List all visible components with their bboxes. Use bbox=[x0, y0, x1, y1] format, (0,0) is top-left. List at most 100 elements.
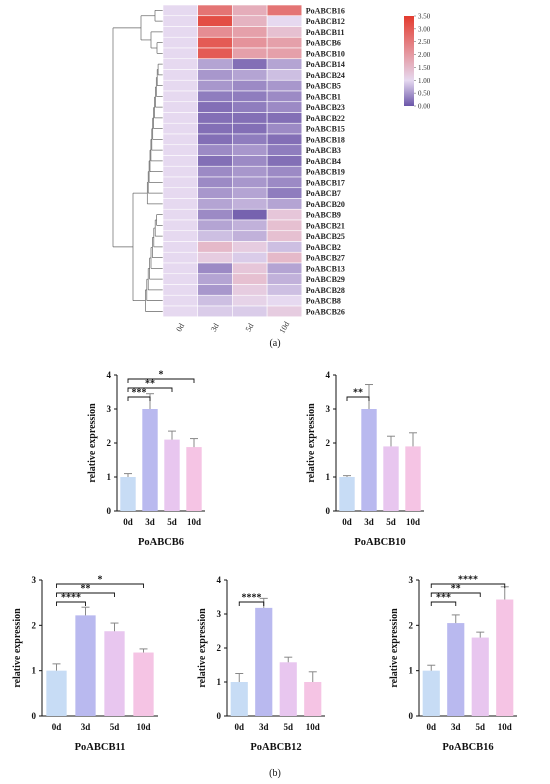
heatmap-cell bbox=[266, 26, 303, 38]
heatmap-cell bbox=[232, 144, 268, 156]
heatmap-cell bbox=[162, 58, 199, 70]
significance-bracket bbox=[56, 583, 144, 588]
heatmap-cell bbox=[232, 262, 268, 275]
heatmap-cell bbox=[162, 176, 199, 189]
x-tick-label: 5d bbox=[475, 722, 485, 732]
colorbar-tick-label: 1.50 bbox=[418, 64, 431, 72]
heatmap-row-label: PoABCB13 bbox=[306, 264, 345, 273]
heatmap-cell bbox=[162, 273, 199, 285]
x-tick-label: 3d bbox=[145, 517, 155, 527]
heatmap-cell bbox=[232, 187, 268, 199]
heatmap-row-label: PoABCB3 bbox=[306, 146, 341, 155]
bar bbox=[164, 439, 180, 511]
bar bbox=[255, 607, 273, 716]
heatmap-cell bbox=[266, 305, 303, 318]
heatmap-cell bbox=[197, 219, 233, 232]
heatmap-cell bbox=[232, 90, 268, 103]
heatmap-row-label: PoABCB2 bbox=[306, 243, 341, 252]
heatmap-row-label: PoABCB7 bbox=[306, 189, 341, 198]
heatmap-cell bbox=[266, 176, 303, 189]
heatmap-cell bbox=[197, 251, 233, 264]
heatmap-cell bbox=[232, 36, 268, 49]
heatmap-cell bbox=[266, 58, 303, 70]
colorbar-tick-label: 3.00 bbox=[418, 25, 431, 33]
heatmap-row-label: PoABCB11 bbox=[306, 28, 345, 37]
heatmap-row-label: PoABCB22 bbox=[306, 114, 345, 123]
x-tick-label: 0d bbox=[123, 517, 133, 527]
heatmap-cell bbox=[232, 26, 268, 38]
heatmap-row-label: PoABCB26 bbox=[306, 307, 345, 316]
heatmap-cell bbox=[232, 122, 268, 135]
y-tick-label: 1 bbox=[217, 677, 222, 687]
significance-label: ** bbox=[353, 388, 363, 399]
heatmap-cell bbox=[162, 36, 199, 49]
bar bbox=[230, 682, 248, 716]
heatmap-cell bbox=[162, 262, 199, 275]
y-axis-label: relative expression bbox=[389, 608, 400, 688]
heatmap-row-label: PoABCB6 bbox=[306, 39, 341, 48]
heatmap-cell bbox=[197, 187, 233, 199]
x-tick-label: 10d bbox=[406, 517, 420, 527]
heatmap-cell bbox=[232, 176, 268, 189]
significance-bracket bbox=[430, 583, 506, 588]
heatmap-cell bbox=[197, 198, 233, 210]
heatmap-cell bbox=[162, 133, 199, 146]
chart-title: PoABCB6 bbox=[138, 537, 184, 548]
heatmap-cell bbox=[232, 58, 268, 70]
y-tick-label: 4 bbox=[217, 575, 222, 585]
heatmap-cell bbox=[266, 273, 303, 285]
heatmap-colorbar: 3.50 3.00 2.50 2.00 1.50 1.00 0.50 0.00 bbox=[404, 13, 431, 111]
heatmap-cell bbox=[197, 101, 233, 113]
x-tick-label: 5d bbox=[110, 722, 120, 732]
y-tick-label: 0 bbox=[107, 506, 112, 516]
heatmap-cell bbox=[197, 90, 233, 103]
y-axis-label: relative expression bbox=[12, 608, 23, 688]
significance-label: *** bbox=[436, 593, 451, 604]
heatmap-cell bbox=[197, 284, 233, 296]
heatmap-row-label: PoABCB9 bbox=[306, 211, 341, 220]
x-tick-label: 0d bbox=[426, 722, 436, 732]
y-tick-label: 1 bbox=[32, 666, 37, 676]
significance-label: ** bbox=[145, 379, 155, 390]
y-tick-label: 1 bbox=[326, 472, 331, 482]
significance-label: **** bbox=[242, 593, 262, 604]
significance-label: * bbox=[98, 575, 103, 586]
heatmap-cell bbox=[197, 305, 233, 318]
heatmap-column-label: 3d bbox=[209, 322, 221, 333]
y-tick-label: 3 bbox=[326, 404, 331, 414]
colorbar-gradient bbox=[404, 16, 414, 106]
bar bbox=[304, 682, 322, 716]
heatmap-cell bbox=[266, 144, 303, 156]
heatmap-row-label: PoABCB17 bbox=[306, 178, 345, 187]
heatmap-cell bbox=[232, 4, 268, 17]
significance-label: **** bbox=[458, 575, 478, 586]
colorbar-tick-label: 3.50 bbox=[418, 13, 431, 21]
y-tick-label: 2 bbox=[217, 643, 222, 653]
heatmap-row-label: PoABCB25 bbox=[306, 232, 345, 241]
heatmap-cell bbox=[232, 69, 268, 81]
heatmap-cell bbox=[266, 47, 303, 60]
heatmap-cell bbox=[162, 165, 199, 178]
bar-chart-poabcb6: 0 1 2 3 4 0d 3d 5d 10d relative expression PoABCB6… bbox=[87, 370, 205, 548]
heatmap-cell bbox=[232, 241, 268, 253]
y-tick-label: 1 bbox=[107, 472, 112, 482]
chart-title: PoABCB16 bbox=[442, 742, 493, 753]
heatmap-cell bbox=[162, 294, 199, 307]
heatmap-cell bbox=[266, 284, 303, 296]
heatmap-cell bbox=[197, 273, 233, 285]
y-tick-label: 0 bbox=[217, 711, 222, 721]
bar bbox=[422, 670, 440, 716]
heatmap-cell bbox=[266, 133, 303, 146]
bar bbox=[361, 409, 377, 511]
heatmap-cell bbox=[266, 101, 303, 113]
heatmap-cell bbox=[197, 36, 233, 49]
bar bbox=[46, 670, 67, 716]
heatmap-cell bbox=[266, 251, 303, 264]
x-tick-label: 5d bbox=[167, 517, 177, 527]
heatmap-cell bbox=[232, 112, 268, 124]
heatmap-row-label: PoABCB29 bbox=[306, 275, 345, 284]
heatmap-cell bbox=[266, 112, 303, 124]
significance-label: **** bbox=[61, 593, 81, 604]
